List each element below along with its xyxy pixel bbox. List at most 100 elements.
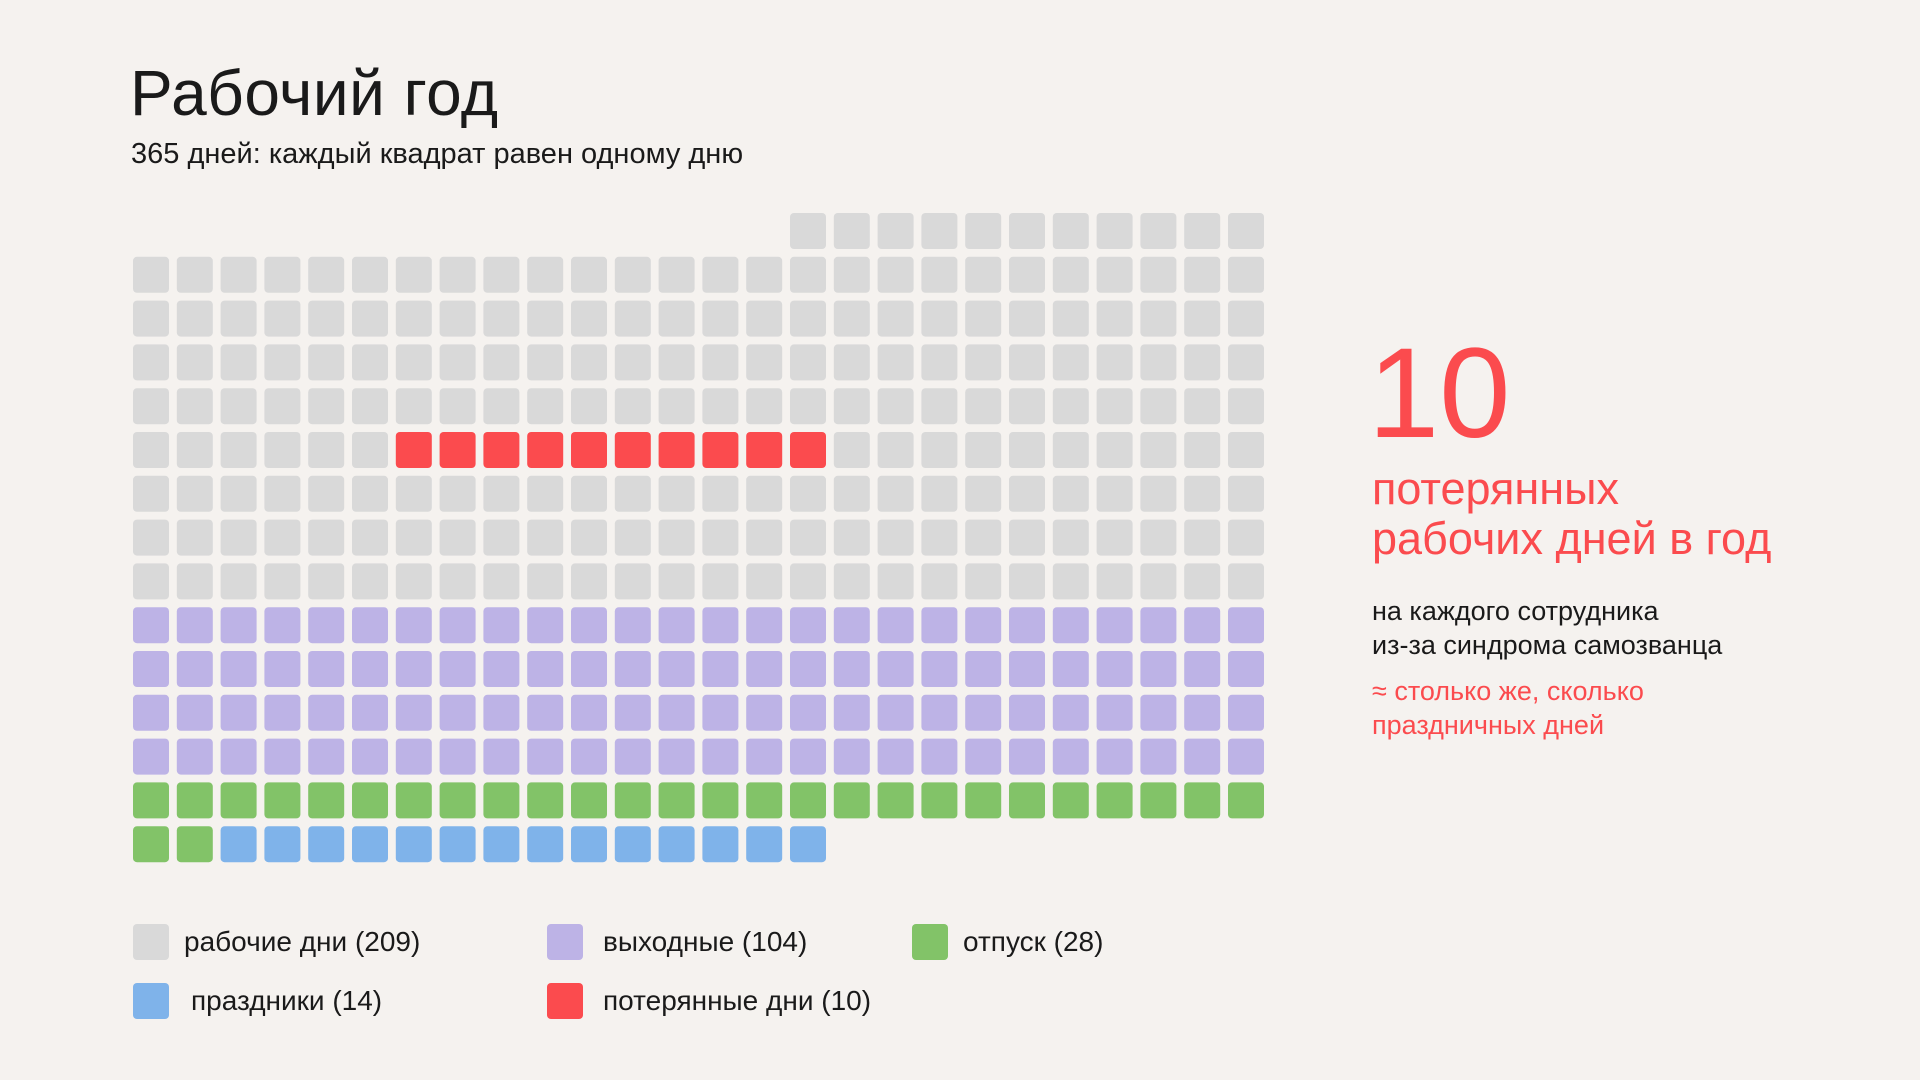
waffle-square-work — [658, 475, 695, 512]
waffle-square-work — [965, 256, 1002, 293]
waffle-square-vacation — [833, 782, 870, 819]
waffle-square-vacation — [1009, 782, 1045, 819]
waffle-square-work — [702, 256, 739, 293]
waffle-square-work — [1096, 475, 1133, 512]
waffle-square-weekend — [965, 738, 1002, 775]
waffle-square-work — [877, 300, 914, 337]
waffle-square-weekend — [746, 738, 783, 775]
waffle-square-work — [176, 519, 213, 556]
waffle-square-work — [1184, 300, 1221, 337]
waffle-square-weekend — [527, 651, 564, 687]
waffle-square-weekend — [614, 607, 651, 644]
waffle-square-work — [921, 213, 958, 249]
waffle-square-weekend — [833, 607, 870, 644]
lost-days-number: 10 — [1368, 322, 1511, 465]
waffle-square-weekend — [658, 694, 695, 731]
waffle-square-weekend — [308, 607, 345, 644]
waffle-square-vacation — [352, 782, 388, 819]
waffle-square-vacation — [220, 782, 257, 819]
waffle-square-work — [1228, 300, 1264, 337]
waffle-square-work — [527, 519, 564, 556]
waffle-square-work — [176, 432, 213, 468]
waffle-square-work — [176, 475, 213, 512]
waffle-square-work — [1052, 475, 1089, 512]
waffle-square-work — [746, 344, 783, 381]
waffle-square-work — [133, 432, 169, 468]
waffle-square-work — [702, 519, 739, 556]
waffle-square-work — [921, 388, 958, 425]
waffle-square-vacation — [965, 782, 1002, 819]
waffle-square-weekend — [658, 651, 695, 687]
waffle-square-work — [1228, 519, 1264, 556]
waffle-square-work — [264, 388, 301, 425]
waffle-square-vacation — [746, 782, 783, 819]
waffle-square-weekend — [965, 651, 1002, 687]
waffle-square-weekend — [921, 738, 958, 775]
waffle-square-work — [571, 388, 607, 425]
waffle-square-vacation — [921, 782, 958, 819]
waffle-square-work — [352, 519, 388, 556]
waffle-square-weekend — [658, 607, 695, 644]
waffle-square-work — [308, 475, 345, 512]
waffle-square-weekend — [352, 607, 388, 644]
waffle-square-work — [527, 475, 564, 512]
waffle-square-holiday — [614, 826, 651, 863]
waffle-square-vacation — [1096, 782, 1133, 819]
waffle-square-weekend — [1228, 738, 1264, 775]
waffle-square-work — [965, 475, 1002, 512]
waffle-square-weekend — [790, 651, 826, 687]
waffle-square-work — [1096, 213, 1133, 249]
waffle-square-work — [176, 300, 213, 337]
waffle-square-work — [308, 519, 345, 556]
waffle-square-work — [1140, 432, 1177, 468]
waffle-square-work — [133, 256, 169, 293]
waffle-square-weekend — [1052, 694, 1089, 731]
waffle-square-work — [965, 432, 1002, 468]
waffle-square-weekend — [483, 694, 520, 731]
waffle-square-work — [614, 344, 651, 381]
legend-label-vacation: отпуск (28) — [963, 926, 1104, 957]
legend-label-lost: потерянные дни (10) — [603, 985, 872, 1016]
waffle-square-weekend — [352, 651, 388, 687]
waffle-square-work — [614, 563, 651, 600]
legend-swatch-holiday — [133, 983, 169, 1019]
waffle-square-work — [1228, 213, 1264, 249]
waffle-square-weekend — [352, 738, 388, 775]
waffle-square-weekend — [614, 738, 651, 775]
waffle-square-work — [790, 475, 826, 512]
waffle-square-work — [483, 300, 520, 337]
waffle-square-weekend — [1140, 607, 1177, 644]
waffle-square-weekend — [1184, 694, 1221, 731]
waffle-square-work — [614, 256, 651, 293]
waffle-square-work — [746, 563, 783, 600]
waffle-square-work — [308, 563, 345, 600]
waffle-square-weekend — [746, 651, 783, 687]
waffle-square-work — [1184, 388, 1221, 425]
waffle-square-work — [921, 475, 958, 512]
waffle-square-weekend — [921, 694, 958, 731]
waffle-square-work — [1009, 388, 1045, 425]
waffle-square-work — [1096, 563, 1133, 600]
waffle-square-work — [483, 344, 520, 381]
waffle-square-vacation — [790, 782, 826, 819]
waffle-square-work — [790, 300, 826, 337]
waffle-square-vacation — [877, 782, 914, 819]
holiday-comparison: ≈ столько же, сколько праздничных дней — [1372, 674, 1892, 742]
waffle-square-work — [1228, 256, 1264, 293]
waffle-square-work — [571, 519, 607, 556]
waffle-square-weekend — [133, 738, 169, 775]
waffle-square-work — [352, 475, 388, 512]
waffle-square-weekend — [877, 738, 914, 775]
legend-item-holiday: праздники (14) — [133, 983, 382, 1019]
waffle-square-work — [790, 344, 826, 381]
waffle-square-holiday — [483, 826, 520, 863]
waffle-square-work — [133, 519, 169, 556]
waffle-square-weekend — [483, 738, 520, 775]
waffle-square-work — [790, 388, 826, 425]
waffle-square-work — [965, 519, 1002, 556]
waffle-square-work — [1140, 344, 1177, 381]
waffle-square-work — [1184, 256, 1221, 293]
waffle-square-vacation — [133, 782, 169, 819]
waffle-square-weekend — [1009, 738, 1045, 775]
waffle-square-work — [439, 300, 476, 337]
